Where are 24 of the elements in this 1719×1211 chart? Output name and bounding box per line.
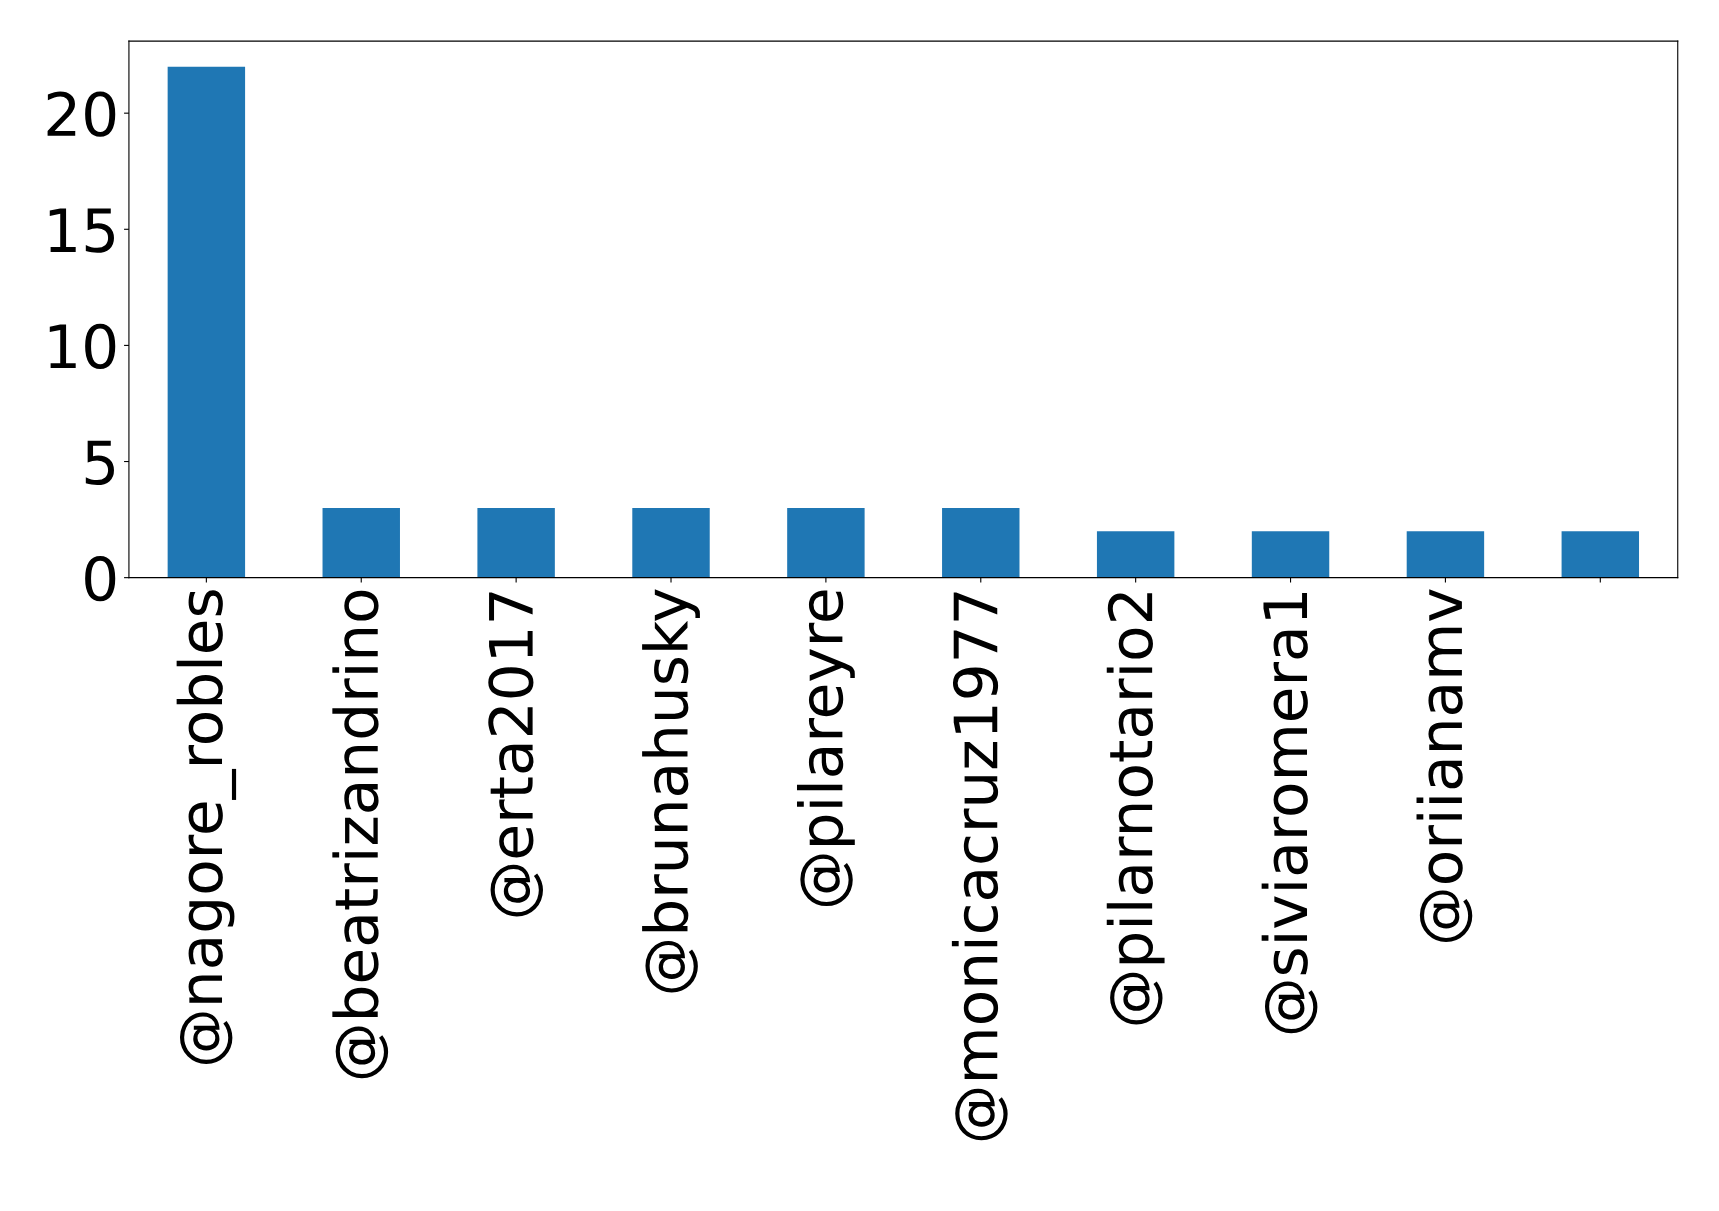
y-tick-label: 10 xyxy=(49,323,116,369)
x-tick-label: @nagore_robles xyxy=(176,590,237,1064)
bar xyxy=(942,507,1020,578)
x-tick-label: @pilareyre xyxy=(796,590,855,907)
y-tick-label: 5 xyxy=(85,440,114,486)
bar xyxy=(1096,531,1175,578)
bar xyxy=(1406,531,1485,578)
x-tick-label: @brunahusky xyxy=(642,589,700,993)
x-tick-label: @monicacruz1977 xyxy=(951,592,1008,1141)
bar xyxy=(632,507,710,578)
bar xyxy=(1561,531,1640,578)
bar xyxy=(787,507,865,578)
x-tick-label: @beatrizandrino xyxy=(332,590,389,1079)
bar xyxy=(167,66,246,578)
bar xyxy=(477,507,555,578)
x-tick-label: @erta2017 xyxy=(488,592,543,917)
x-tick-label: @oriianamv xyxy=(1416,589,1473,942)
x-tick-label: @siviaromera1 xyxy=(1261,592,1318,1034)
y-tick-label: 0 xyxy=(85,556,116,602)
x-tick-label: @pilarnotario2 xyxy=(1106,593,1165,1025)
y-tick-label: 15 xyxy=(49,208,114,253)
bar xyxy=(1251,531,1330,578)
y-tick-label: 20 xyxy=(47,91,116,137)
bar xyxy=(322,507,400,578)
